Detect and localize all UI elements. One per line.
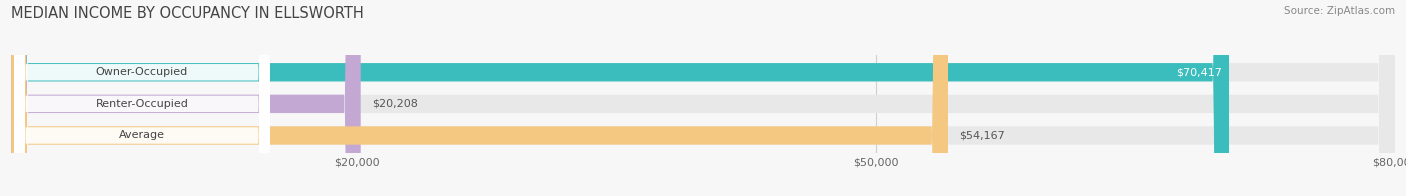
- FancyBboxPatch shape: [11, 0, 1395, 196]
- FancyBboxPatch shape: [11, 0, 1395, 196]
- FancyBboxPatch shape: [11, 0, 1395, 196]
- Text: $20,208: $20,208: [371, 99, 418, 109]
- FancyBboxPatch shape: [11, 0, 948, 196]
- Text: Owner-Occupied: Owner-Occupied: [96, 67, 188, 77]
- FancyBboxPatch shape: [14, 0, 270, 196]
- Text: MEDIAN INCOME BY OCCUPANCY IN ELLSWORTH: MEDIAN INCOME BY OCCUPANCY IN ELLSWORTH: [11, 6, 364, 21]
- FancyBboxPatch shape: [14, 0, 270, 196]
- Text: Source: ZipAtlas.com: Source: ZipAtlas.com: [1284, 6, 1395, 16]
- Text: $70,417: $70,417: [1177, 67, 1222, 77]
- Text: Renter-Occupied: Renter-Occupied: [96, 99, 188, 109]
- Text: Average: Average: [120, 131, 165, 141]
- FancyBboxPatch shape: [14, 0, 270, 196]
- Text: $54,167: $54,167: [959, 131, 1005, 141]
- FancyBboxPatch shape: [11, 0, 1229, 196]
- FancyBboxPatch shape: [11, 0, 361, 196]
